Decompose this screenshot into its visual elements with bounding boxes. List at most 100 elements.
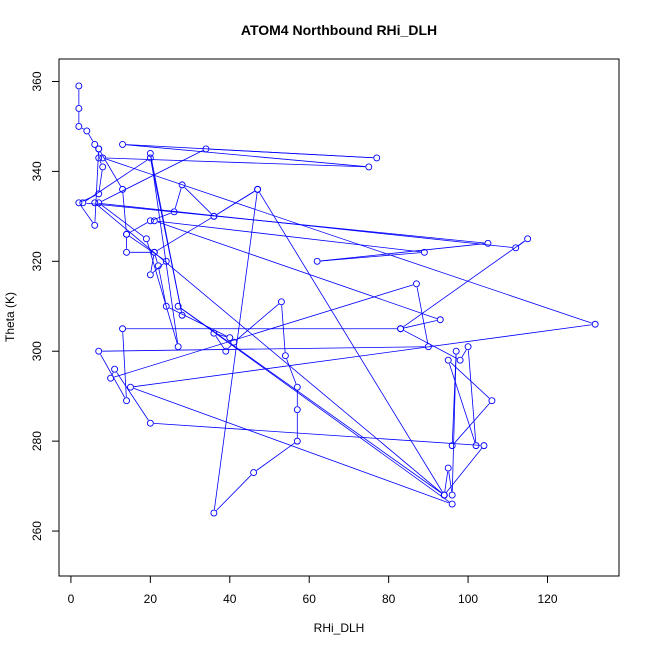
- data-point: [174, 302, 182, 310]
- data-point: [79, 199, 87, 207]
- series-segment: [150, 156, 182, 312]
- series-segment: [416, 287, 429, 344]
- data-point: [277, 298, 285, 306]
- y-tick-label-2: 300: [30, 341, 44, 361]
- data-point: [75, 199, 83, 207]
- data-point: [91, 140, 99, 148]
- data-point: [293, 406, 301, 414]
- series-segment: [106, 157, 366, 168]
- data-point: [293, 437, 301, 445]
- series-segment: [101, 204, 144, 237]
- series-segment: [80, 205, 93, 223]
- series-segment: [150, 156, 179, 344]
- series-segment: [116, 371, 149, 421]
- series-segment: [403, 240, 525, 327]
- x-tick-label-6: 120: [537, 592, 557, 606]
- series-segment: [81, 127, 84, 130]
- series-segment: [448, 471, 453, 492]
- y-tick-label-0: 260: [30, 521, 44, 541]
- series-segment: [216, 474, 252, 511]
- series-segment: [184, 187, 212, 215]
- series-segment: [169, 307, 227, 337]
- data-point: [162, 257, 170, 265]
- data-point: [488, 397, 496, 405]
- series-segment: [157, 217, 212, 251]
- x-tick-label-2: 40: [223, 592, 237, 606]
- data-point: [123, 397, 130, 405]
- series-segment: [126, 144, 374, 159]
- y-tick-label-5: 360: [30, 71, 44, 91]
- series-segment: [154, 255, 158, 263]
- series-segment: [100, 151, 122, 187]
- series-points: [75, 82, 599, 517]
- series-segment: [147, 242, 178, 344]
- series-segment: [451, 354, 457, 443]
- data-point: [95, 199, 103, 207]
- data-point: [174, 343, 182, 351]
- data-point: [107, 374, 115, 382]
- data-point: [95, 190, 103, 198]
- series-segment: [113, 284, 414, 378]
- data-point: [222, 347, 230, 355]
- series-segment: [86, 202, 485, 244]
- series-segment: [88, 133, 94, 142]
- data-point: [456, 356, 464, 364]
- data-point: [484, 239, 492, 247]
- series-segment: [134, 324, 592, 388]
- series-segment: [122, 192, 127, 231]
- series-segment: [129, 222, 148, 233]
- data-point: [142, 235, 150, 243]
- series-segment: [286, 358, 297, 384]
- x-tick-label-4: 80: [382, 592, 396, 606]
- series-segment: [213, 192, 258, 510]
- data-point: [210, 509, 218, 517]
- data-point: [444, 356, 452, 364]
- series-segment: [217, 333, 227, 338]
- data-point: [123, 248, 130, 256]
- y-tick-label-3: 320: [30, 251, 44, 271]
- series-lines: [78, 89, 592, 511]
- series-segment: [320, 243, 485, 262]
- series-segment: [157, 221, 438, 319]
- data-point: [99, 163, 107, 171]
- data-point: [95, 154, 103, 162]
- series-segment: [259, 192, 443, 493]
- y-tick-label-1: 280: [30, 431, 44, 451]
- data-point: [397, 325, 405, 333]
- series-segment: [180, 308, 450, 503]
- series-segment: [101, 150, 203, 202]
- data-point: [75, 82, 83, 90]
- data-point: [444, 464, 452, 472]
- x-tick-label-3: 60: [303, 592, 317, 606]
- data-point: [524, 235, 532, 243]
- series-segment: [94, 152, 99, 222]
- series-segment: [256, 442, 295, 471]
- data-point: [111, 365, 119, 373]
- data-point: [250, 469, 258, 477]
- data-point: [146, 271, 154, 279]
- data-point: [436, 316, 444, 324]
- data-point: [226, 334, 234, 342]
- y-axis: 260 280 300 320 340 360: [30, 71, 60, 541]
- series-segment: [450, 362, 490, 399]
- data-point: [424, 343, 432, 351]
- data-point: [480, 442, 488, 450]
- series-segment: [105, 158, 592, 324]
- data-point: [202, 145, 210, 153]
- data-point: [178, 311, 186, 319]
- x-tick-label-1: 20: [144, 592, 158, 606]
- data-point: [591, 320, 599, 328]
- data-point: [178, 181, 186, 189]
- data-point: [154, 262, 162, 270]
- data-point: [150, 217, 158, 225]
- data-point: [210, 212, 218, 220]
- series-segment: [157, 220, 421, 253]
- data-point: [123, 230, 130, 238]
- data-point: [75, 122, 83, 130]
- x-axis-label: RHi_DLH: [314, 621, 365, 635]
- series-segment: [215, 336, 225, 349]
- data-point: [448, 491, 456, 499]
- data-point: [91, 221, 99, 229]
